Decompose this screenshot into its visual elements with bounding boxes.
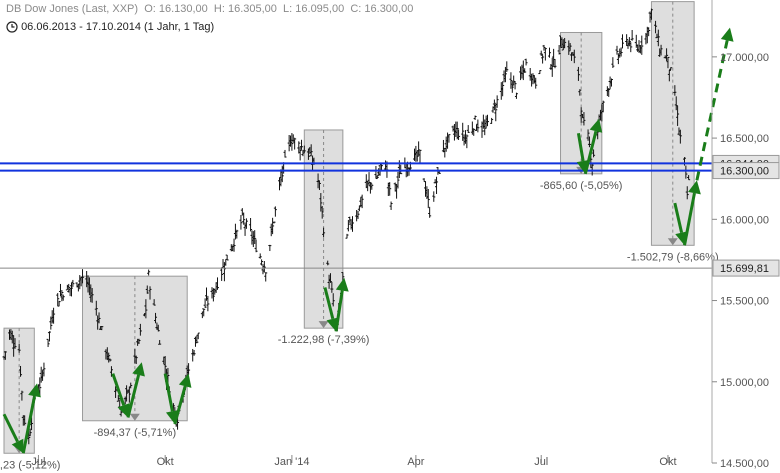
level-label: 15.699,81 — [720, 263, 769, 275]
trend-arrow-head — [688, 180, 701, 195]
period-label: 06.06.2013 - 17.10.2014 (1 Jahr, 1 Tag) — [21, 21, 215, 33]
trend-arrow-shaft — [695, 40, 729, 181]
y-axis: 14.500,00 15.000,00 15.500,00 16.000,00 16.5… — [711, 0, 780, 470]
horizontal-lines — [0, 162, 712, 269]
trend-arrow-head — [11, 438, 24, 454]
trend-arrow-shaft — [126, 374, 141, 418]
x-axis: Jul Okt Jan '14 Apr Jul Okt — [31, 455, 677, 468]
y-tick-label: 15.500,00 — [720, 296, 769, 308]
x-tick-label: Apr — [407, 456, 424, 468]
trend-arrow-shaft — [673, 202, 684, 233]
trend-arrow-shaft — [2, 413, 19, 443]
clock-icon — [6, 21, 18, 33]
trend-arrows — [2, 27, 734, 454]
y-tick-label: 15.000,00 — [720, 377, 769, 389]
trend-arrow-shaft — [334, 290, 344, 332]
trend-arrow-head — [117, 403, 130, 418]
y-tick-label: 14.500,00 — [720, 458, 769, 470]
trend-arrow-shaft — [173, 385, 187, 425]
x-tick-label: Okt — [659, 456, 676, 468]
y-tick-label: 16.500,00 — [720, 133, 769, 145]
x-tick-label: Jan '14 — [274, 456, 309, 468]
trend-arrow-head — [335, 277, 349, 292]
correction-marker — [667, 238, 678, 246]
level-label: 16.300,00 — [720, 166, 769, 178]
trend-arrow-shaft — [111, 373, 126, 406]
correction-label: -1.502,79 (-8,66%) — [627, 251, 719, 263]
price-bars — [2, 8, 691, 445]
trend-arrow-shaft — [583, 130, 598, 175]
level-label-box — [712, 162, 780, 180]
correction-label: -865,60 (-5,05%) — [540, 180, 623, 192]
trend-arrow-head — [178, 373, 192, 388]
x-tick-label: Jul — [534, 456, 548, 468]
y-tick-label: 16.000,00 — [720, 214, 769, 226]
trend-arrow-head — [132, 362, 145, 377]
close-value: C: 16.300,00 — [350, 3, 414, 15]
level-label-box — [712, 259, 780, 277]
x-tick-label: Okt — [157, 456, 174, 468]
trend-arrow-shaft — [323, 287, 335, 320]
open-value: O: 16.130,00 — [144, 3, 208, 15]
trend-arrow-shaft — [683, 192, 696, 246]
trend-arrow-head — [28, 383, 41, 398]
instrument-header: DB Dow Jones (Last, XXP) O: 16.130,00 H:… — [6, 3, 413, 15]
correction-marker — [318, 321, 329, 329]
correction-marker — [129, 413, 140, 421]
correction-label: -766,23 (-5,12%) — [0, 459, 60, 471]
trend-arrow-head — [720, 27, 734, 42]
trend-arrow-shaft — [163, 373, 174, 412]
correction-label: -1.222,98 (-7,39%) — [278, 334, 370, 346]
correction-label: -894,37 (-5,71%) — [94, 427, 177, 439]
correction-labels: -766,23 (-5,12%) -894,37 (-5,71%) -1.222,9… — [0, 180, 719, 471]
trend-arrow-shaft — [21, 395, 37, 454]
instrument-title: DB Dow Jones (Last, XXP) — [6, 3, 139, 15]
x-tick-label: Jul — [31, 456, 45, 468]
correction-boxes — [3, 1, 695, 454]
low-value: L: 16.095,00 — [283, 3, 345, 15]
y-tick-label: 17.000,00 — [720, 52, 769, 64]
period-header: 06.06.2013 - 17.10.2014 (1 Jahr, 1 Tag) — [6, 21, 214, 33]
high-value: H: 16.305,00 — [213, 3, 277, 15]
trend-arrow-head — [589, 118, 603, 133]
trend-arrow-shaft — [576, 132, 585, 162]
